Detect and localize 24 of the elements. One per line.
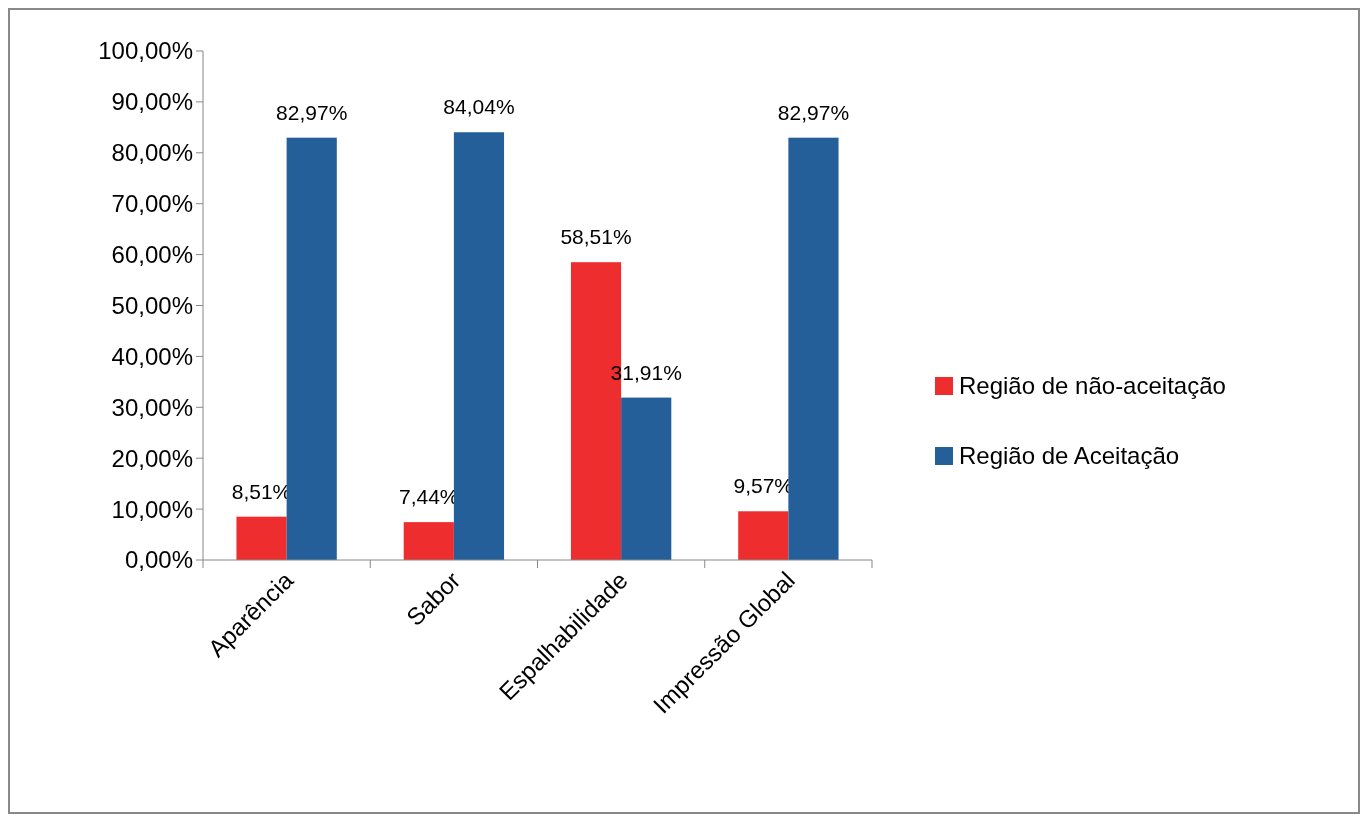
y-tick-label: 20,00% [111, 444, 193, 472]
data-label: 58,51% [560, 225, 632, 249]
bar [403, 522, 454, 560]
y-tick-label: 100,00% [98, 37, 193, 65]
data-label: 84,04% [443, 95, 515, 119]
y-tick-label: 0,00% [124, 546, 193, 574]
bar [286, 137, 337, 560]
bar [621, 397, 672, 560]
y-tick-label: 40,00% [111, 342, 193, 370]
data-label: 82,97% [777, 100, 850, 124]
y-tick-label: 90,00% [111, 88, 193, 116]
legend-label: Região de não-aceitação [959, 372, 1226, 400]
y-tick-label: 80,00% [111, 139, 193, 167]
y-tick-label: 60,00% [111, 241, 193, 268]
y-tick-label: 50,00% [111, 291, 193, 319]
y-tick-label: 10,00% [111, 495, 193, 523]
bar [236, 516, 287, 560]
bar [738, 511, 789, 560]
y-tick-label: 70,00% [111, 190, 193, 218]
bar [788, 137, 839, 560]
bar [453, 132, 505, 560]
legend-label: Região de Aceitação [959, 442, 1180, 470]
data-label: 82,97% [276, 100, 348, 124]
y-tick-label: 30,00% [111, 393, 193, 421]
